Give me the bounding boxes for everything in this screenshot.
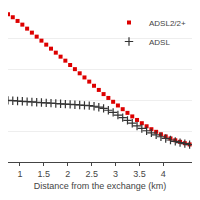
- svg-text:3.5: 3.5: [133, 169, 146, 179]
- svg-text:ADSL: ADSL: [149, 38, 170, 47]
- svg-text:1.5: 1.5: [38, 169, 51, 179]
- svg-text:2: 2: [65, 169, 70, 179]
- svg-text:Distance from the exchange (km: Distance from the exchange (km): [34, 181, 167, 191]
- svg-text:ADSL2/2+: ADSL2/2+: [149, 19, 186, 28]
- svg-text:1: 1: [17, 169, 22, 179]
- svg-text:3: 3: [113, 169, 118, 179]
- svg-text:4: 4: [161, 169, 166, 179]
- svg-text:2.5: 2.5: [85, 169, 98, 179]
